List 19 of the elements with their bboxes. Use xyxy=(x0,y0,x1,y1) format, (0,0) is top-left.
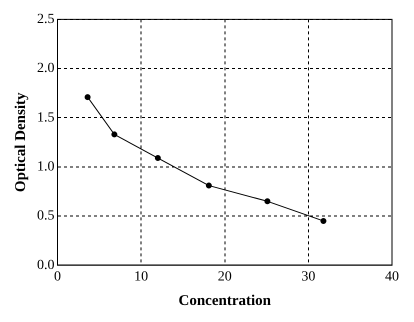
y-tick-label: 0.0 xyxy=(37,258,54,273)
x-tick-label: 20 xyxy=(218,269,232,284)
point xyxy=(111,131,118,138)
point xyxy=(206,182,212,189)
x-tick-label: 10 xyxy=(134,269,148,284)
y-tick-label: 0.5 xyxy=(37,208,54,224)
point xyxy=(84,94,91,100)
y-tick-label: 1.0 xyxy=(37,160,54,175)
x-tick-label: 40 xyxy=(385,269,399,284)
y-tick-label: 2.0 xyxy=(37,61,54,76)
x-tick-label: 0 xyxy=(54,269,61,284)
y-tick-label: 1.5 xyxy=(37,110,54,126)
point xyxy=(320,218,326,224)
y-tick-label: 2.5 xyxy=(37,12,54,28)
y-axis-title: Optical Density xyxy=(12,92,29,192)
point xyxy=(154,155,161,162)
point xyxy=(264,198,270,204)
x-axis-title: Concentration xyxy=(178,292,272,309)
x-tick-label: 30 xyxy=(301,269,316,284)
